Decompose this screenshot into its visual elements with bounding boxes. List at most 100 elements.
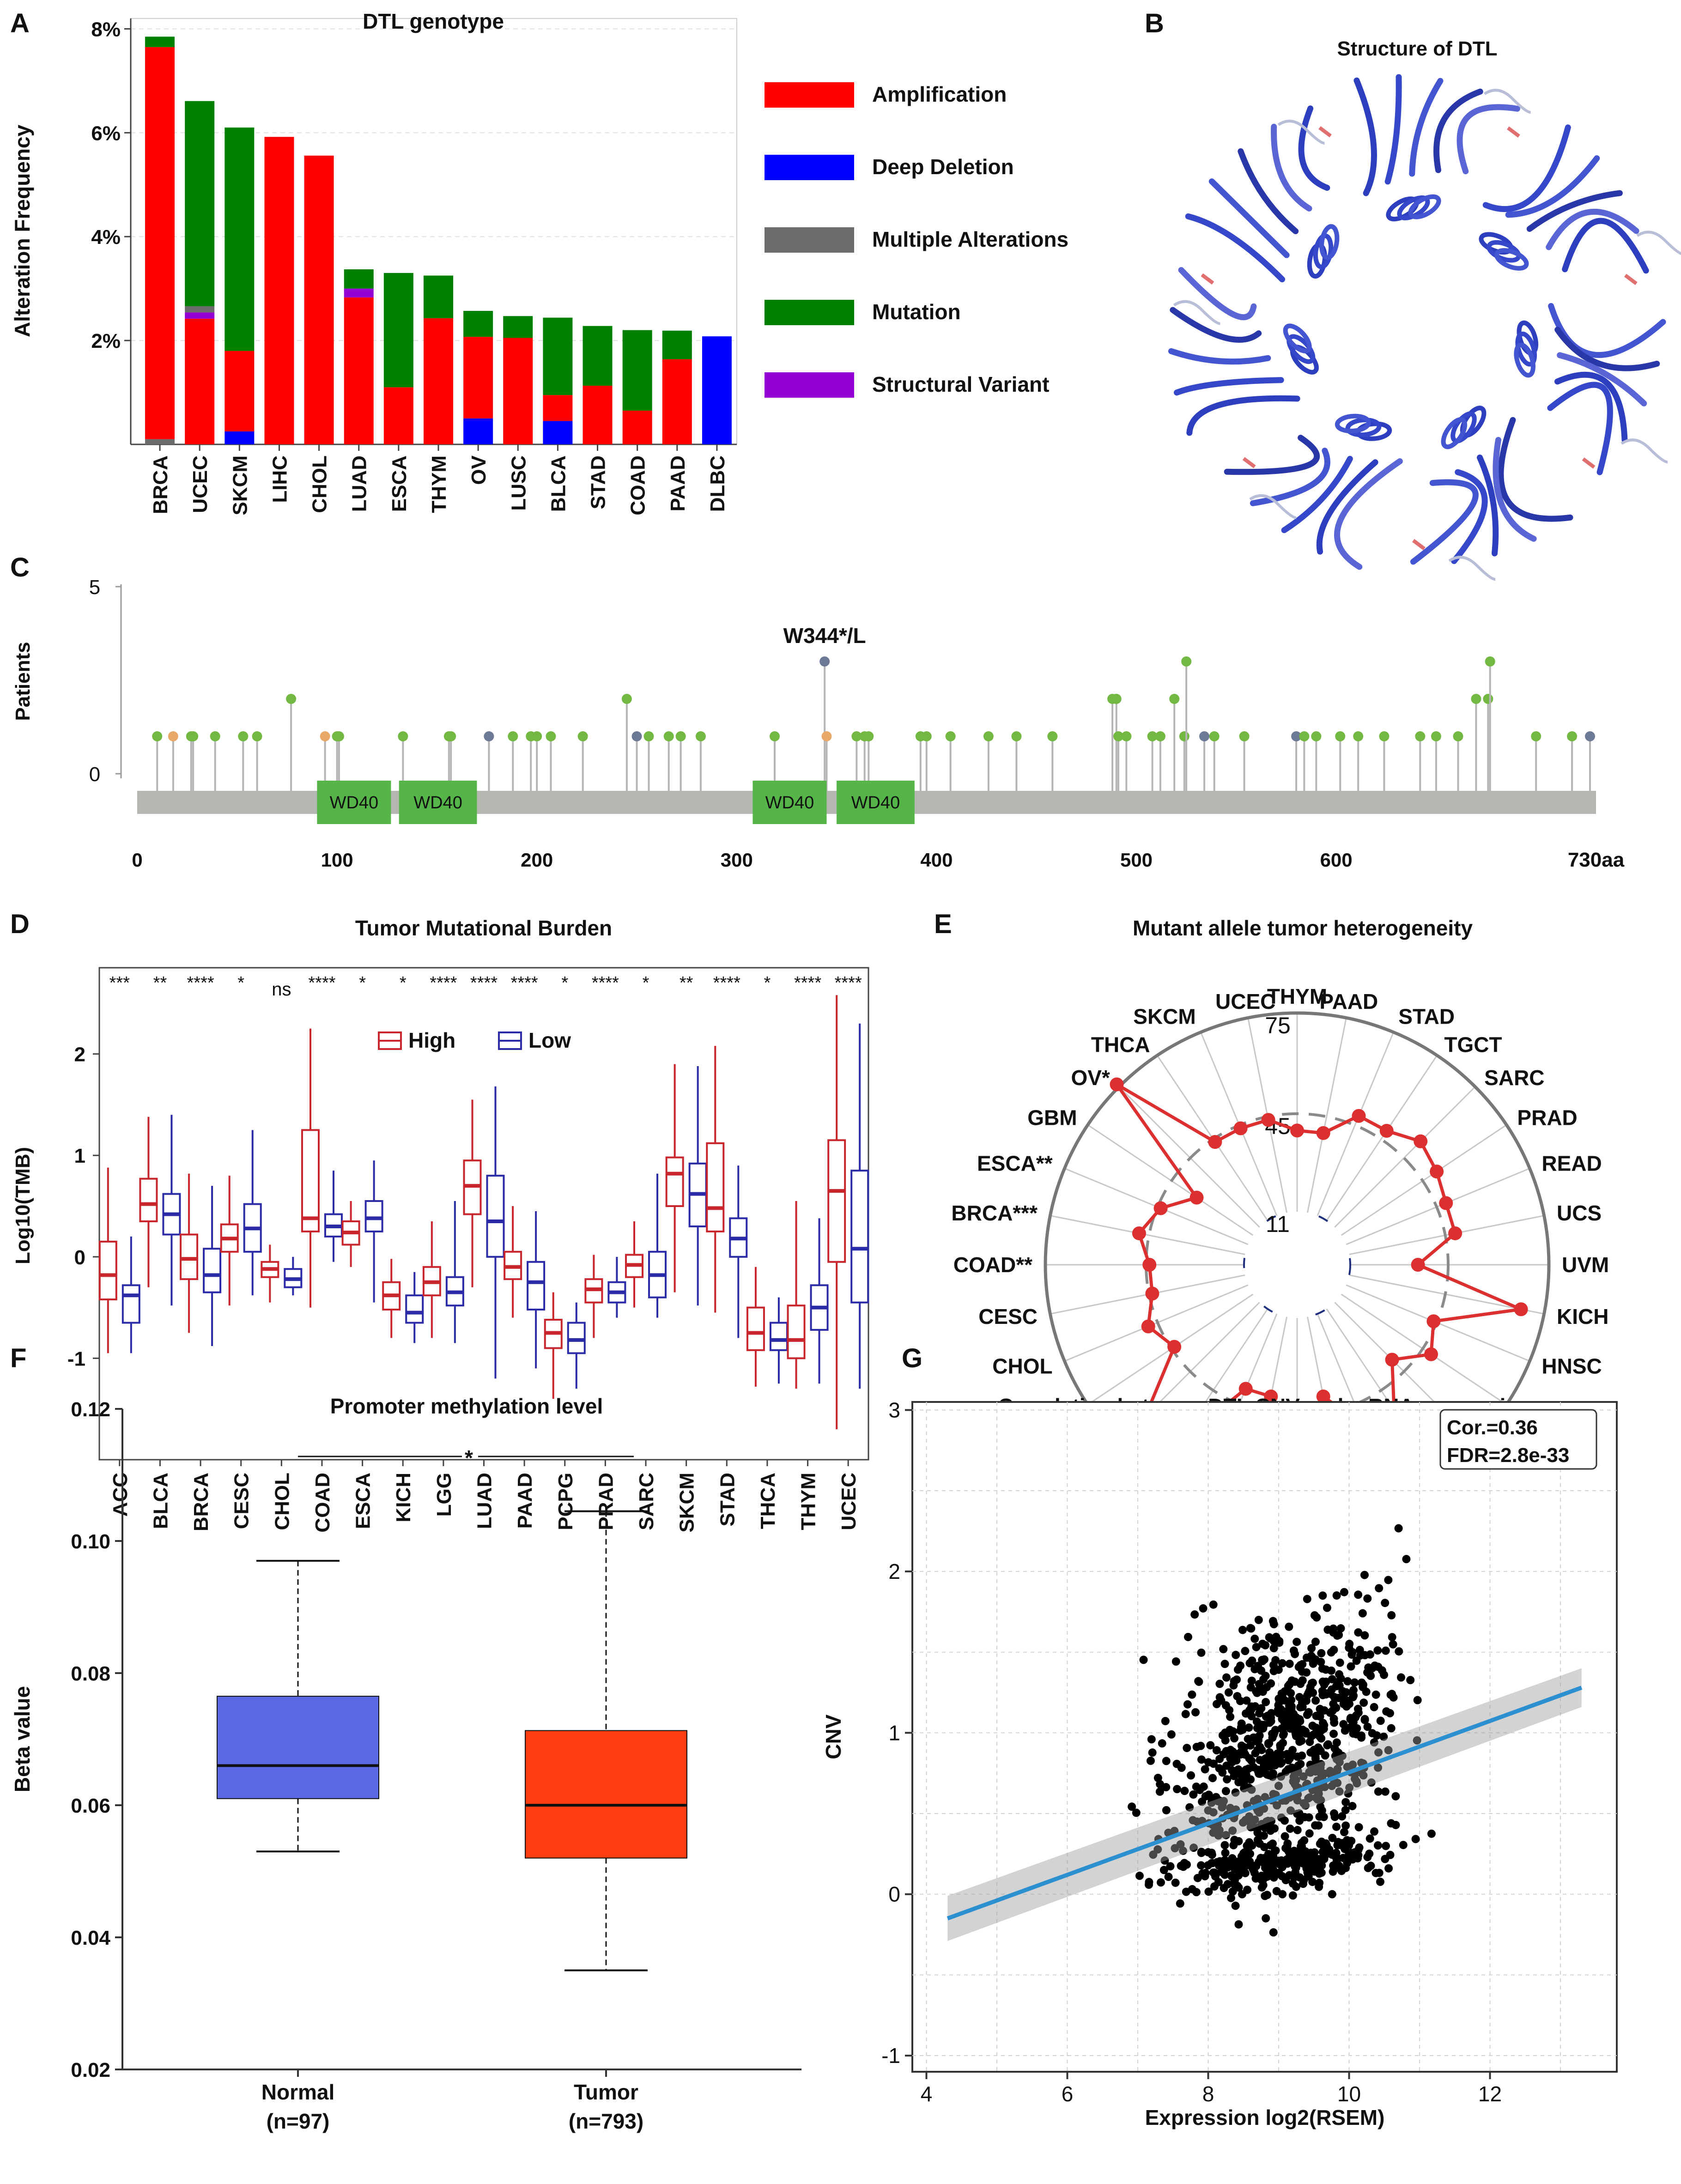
scatter-point: [1222, 1761, 1231, 1770]
scatter-point: [1374, 1748, 1383, 1757]
scatter-point: [1275, 1860, 1284, 1869]
scatter-point: [1287, 1806, 1295, 1815]
scatter-point: [1162, 1783, 1171, 1791]
scatter-point: [1317, 1657, 1325, 1666]
lollipop-head: [252, 731, 262, 741]
beta-strand: [1526, 190, 1623, 232]
beta-strand: [1271, 123, 1312, 212]
group-n-label: (n=793): [569, 2109, 643, 2133]
lollipop-head: [1169, 694, 1180, 704]
scatter-point: [1259, 1831, 1268, 1840]
panel-label-f: F: [10, 1343, 26, 1373]
chart-title: Mutant allele tumor heterogeneity: [1133, 916, 1473, 940]
scatter-point: [1253, 1688, 1262, 1697]
bar-segment-structural-variant: [185, 312, 215, 319]
scatter-point: [1250, 1665, 1259, 1674]
scatter-point: [1265, 1748, 1274, 1757]
category-label: SKCM: [1133, 1005, 1196, 1029]
scatter-point: [1413, 1736, 1421, 1745]
scatter-point: [1303, 1711, 1311, 1719]
category-label: BRCA***: [951, 1201, 1038, 1225]
beta-strand: [1384, 74, 1402, 185]
helix-coil: [1441, 417, 1468, 449]
bar-segment-amplification: [583, 385, 613, 444]
loop: [1249, 494, 1297, 519]
category-label: STAD: [1398, 1005, 1455, 1029]
radar-point: [1411, 1258, 1425, 1272]
scatter-point: [1255, 1680, 1263, 1688]
x-tick-label: STAD: [716, 1473, 739, 1527]
scatter-point: [1387, 1724, 1396, 1733]
scatter-point: [1252, 1862, 1261, 1870]
scatter-point: [1376, 1877, 1384, 1886]
lollipop-head: [1335, 731, 1346, 741]
significance-label: **: [680, 973, 693, 993]
scatter-point: [1264, 1740, 1273, 1748]
lollipop-head: [821, 731, 832, 741]
category-label: TGCT: [1444, 1033, 1502, 1057]
scatter-point: [1153, 1845, 1162, 1854]
scatter-point: [1158, 1739, 1166, 1748]
radial-spoke: [1334, 1086, 1476, 1228]
legend-label: Mutation: [872, 300, 961, 324]
scatter-point: [1259, 1881, 1268, 1890]
scatter-point: [1306, 1849, 1315, 1857]
bar-segment-mutation: [463, 311, 493, 337]
x-tick-label: 500: [1120, 849, 1153, 871]
scatter-point: [1220, 1660, 1229, 1668]
scatter-point: [1270, 1847, 1279, 1856]
scatter-point: [1145, 1878, 1153, 1887]
lollipop-head: [1239, 731, 1250, 741]
scatter-point: [1286, 1754, 1294, 1763]
scatter-point: [1176, 1840, 1185, 1849]
scatter-point: [1360, 1571, 1369, 1579]
lollipop-head: [1147, 731, 1158, 741]
lollipop-head: [819, 656, 830, 667]
panel-label-a: A: [10, 8, 30, 38]
scatter-point: [1263, 1868, 1272, 1877]
bar-segment-amplification: [264, 137, 294, 444]
scatter-point: [1376, 1717, 1385, 1725]
category-label: PRAD: [1517, 1106, 1577, 1130]
x-tick-label: BLCA: [149, 1473, 172, 1529]
scatter-point: [1280, 1717, 1289, 1726]
lollipop-head: [1431, 731, 1441, 741]
scatter-point: [1323, 1603, 1331, 1612]
y-axis-label: CNV: [821, 1714, 845, 1759]
panel-label-b: B: [1145, 8, 1164, 38]
bar-segment-mutation: [424, 275, 453, 318]
radar-point: [1514, 1302, 1528, 1316]
bar-segment-amplification: [543, 395, 573, 421]
scatter-point: [1231, 1788, 1240, 1797]
x-tick-label: SARC: [635, 1473, 658, 1530]
scatter-point: [1291, 1855, 1299, 1863]
y-tick-label: 0: [89, 763, 100, 786]
significance-label: *: [764, 973, 771, 993]
legend-label: Structural Variant: [872, 372, 1049, 396]
category-label: KICH: [1557, 1304, 1608, 1329]
x-tick-label: LUAD: [348, 455, 371, 512]
beta-strand: [1186, 395, 1300, 436]
hotspot-annotation: W344*/L: [783, 624, 866, 648]
radar-point: [1238, 1382, 1253, 1396]
scatter-point: [1236, 1750, 1245, 1759]
radial-spoke: [1326, 1055, 1438, 1221]
low-box: [121, 1284, 140, 1324]
y-tick-label: 6%: [91, 122, 121, 145]
scatter-point: [1148, 1748, 1157, 1757]
bar-segment-amplification: [662, 359, 692, 444]
lollipop-head: [1011, 731, 1022, 741]
lollipop-head: [921, 731, 932, 741]
high-box: [301, 1129, 320, 1232]
radar-point: [1430, 1165, 1444, 1179]
scatter-point: [1189, 1816, 1197, 1825]
scatter-point: [1277, 1689, 1286, 1698]
scatter-point: [1326, 1766, 1335, 1775]
low-box: [850, 1170, 869, 1304]
radar-point: [1153, 1201, 1168, 1215]
lollipop-head: [631, 731, 642, 741]
x-tick-label: PCPG: [554, 1473, 577, 1530]
x-tick-label: 10: [1337, 2082, 1361, 2106]
scatter-point: [1254, 1615, 1263, 1624]
panel-c-lollipop-plot: 0 5 Patients W344*/L WD40 WD40 WD40 WD40 0 100 200…: [12, 576, 1625, 871]
